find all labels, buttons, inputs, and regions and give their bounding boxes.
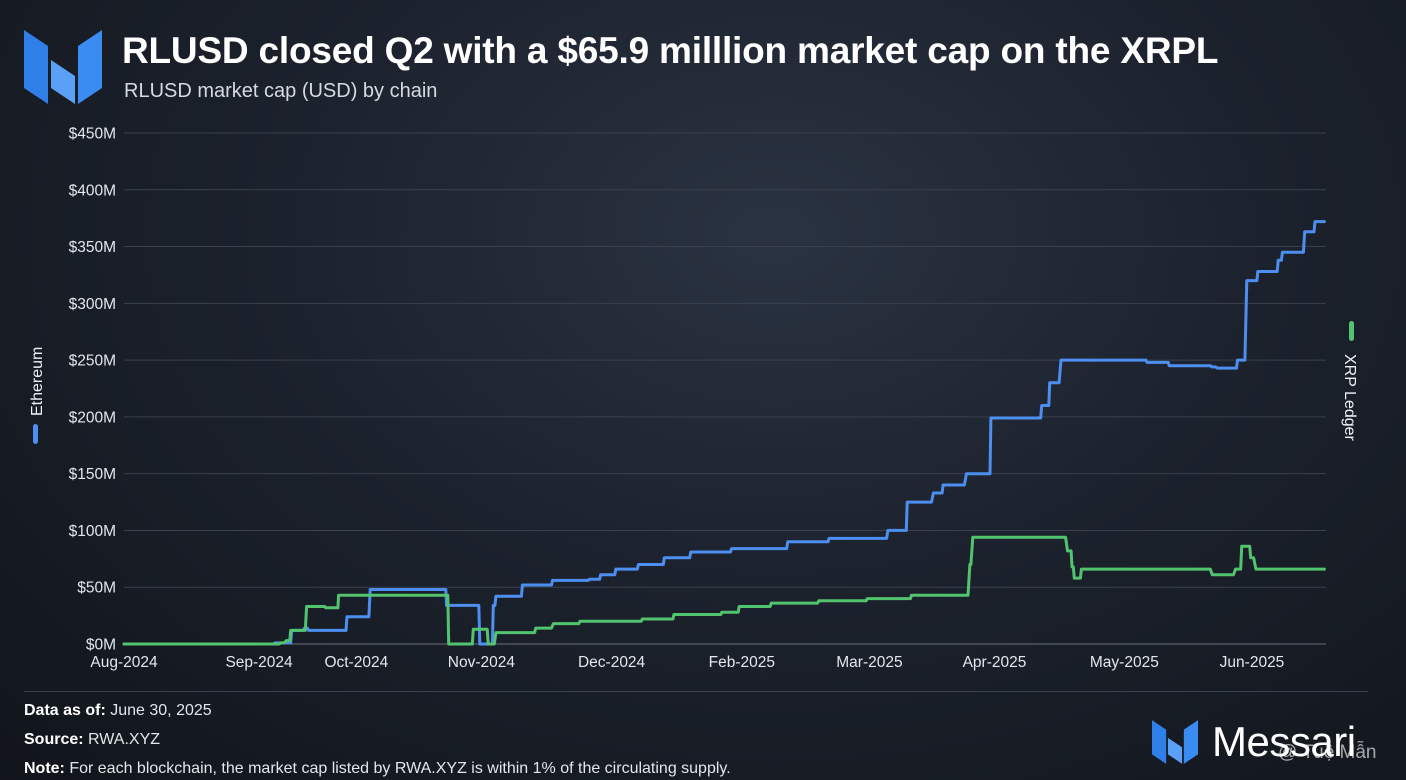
source-value: RWA.XYZ	[83, 731, 161, 748]
x-tick-label: Dec-2024	[578, 654, 646, 671]
y-tick-label: $200M	[69, 409, 116, 426]
y-tick-label: $0M	[86, 637, 116, 654]
data-as-of-value: June 30, 2025	[105, 702, 212, 719]
messari-brand-icon	[1152, 720, 1198, 764]
legend-ethereum-label: Ethereum	[29, 347, 46, 416]
x-tick-label: Apr-2025	[963, 654, 1027, 671]
chart-title: RLUSD closed Q2 with a $65.9 milllion ma…	[122, 30, 1219, 71]
legend-ethereum-swatch	[33, 424, 38, 444]
x-axis-ticks: Aug-2024 Sep-2024 Oct-2024 Nov-2024 Dec-2024…	[90, 654, 1284, 671]
footer-data-as-of: Data as of: June 30, 2025	[24, 702, 212, 720]
x-tick-label: May-2025	[1090, 654, 1159, 671]
series-line-xrp-ledger	[122, 535, 1326, 646]
source-label: Source:	[24, 731, 84, 748]
y-tick-label: $50M	[77, 580, 116, 597]
series-layer	[122, 220, 1326, 646]
x-tick-label: Nov-2024	[448, 654, 516, 671]
chart-subtitle: RLUSD market cap (USD) by chain	[124, 80, 438, 102]
x-tick-label: Sep-2024	[225, 654, 293, 671]
x-tick-label: Oct-2024	[324, 654, 388, 671]
y-tick-label: $150M	[69, 466, 116, 483]
legend-xrpl: XRP Ledger	[1341, 321, 1358, 442]
y-axis-ticks: $0M $50M $100M $150M $200M $250M $300M $350M $40…	[69, 126, 116, 654]
y-tick-label: $100M	[69, 523, 116, 540]
watermark-text: @ Tuệ Mẫn	[1278, 742, 1377, 763]
brand-name: Messari	[1212, 718, 1356, 765]
footer-divider	[24, 691, 1368, 692]
messari-logo-icon	[24, 30, 102, 104]
y-tick-label: $300M	[69, 296, 116, 313]
x-tick-label: Jun-2025	[1220, 654, 1285, 671]
messari-brand: Messari	[1152, 718, 1402, 768]
x-tick-label: Aug-2024	[90, 654, 158, 671]
y-tick-label: $250M	[69, 353, 116, 370]
legend-xrpl-label: XRP Ledger	[1341, 354, 1358, 442]
grid-layer	[124, 132, 1326, 645]
market-cap-chart: $0M $50M $100M $150M $200M $250M $300M $350M $40…	[29, 126, 1358, 672]
footer-source: Source: RWA.XYZ	[24, 731, 160, 749]
y-tick-label: $400M	[69, 182, 116, 199]
series-line-ethereum	[122, 220, 1326, 646]
legend-xrpl-swatch	[1349, 321, 1354, 341]
legend-ethereum: Ethereum	[29, 347, 46, 444]
x-tick-label: Mar-2025	[836, 654, 902, 671]
note-label: Note:	[24, 760, 65, 777]
y-tick-label: $450M	[69, 126, 116, 143]
data-as-of-label: Data as of:	[24, 702, 106, 719]
note-value: For each blockchain, the market cap list…	[64, 760, 731, 777]
x-tick-label: Feb-2025	[709, 654, 775, 671]
footer-note: Note: For each blockchain, the market ca…	[24, 760, 731, 778]
y-tick-label: $350M	[69, 239, 116, 256]
